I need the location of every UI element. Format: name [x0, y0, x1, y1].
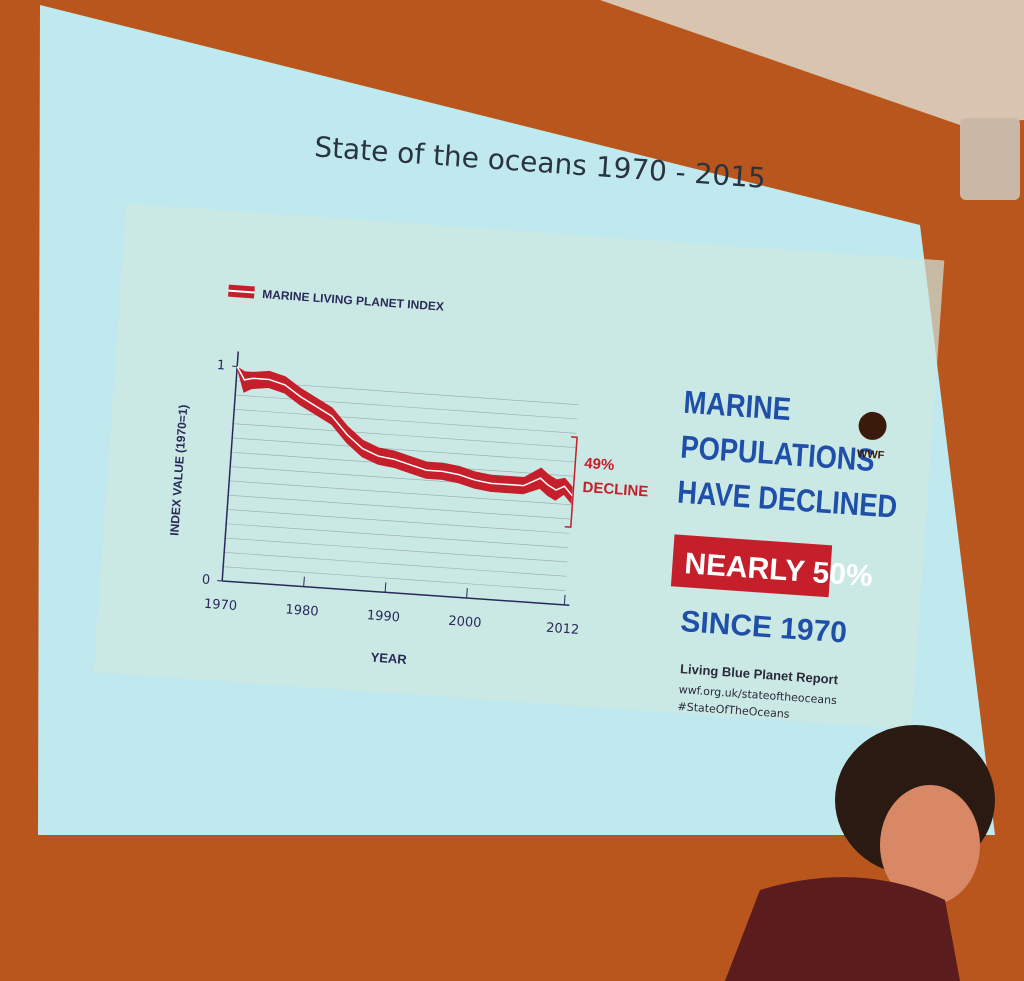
y-axis: [221, 351, 239, 581]
grid-line: [223, 566, 566, 591]
index-line: [236, 366, 573, 496]
x-tick-label: 2012: [546, 621, 580, 638]
x-tick: [466, 588, 468, 599]
slide-panel: [93, 203, 945, 730]
headline: MARINE: [683, 385, 792, 428]
grid-line: [229, 480, 572, 506]
logo: WWF: [856, 448, 885, 462]
presenter: [725, 725, 995, 981]
legend-swatch-line: [228, 289, 255, 294]
x-tick: [563, 594, 566, 605]
face: [880, 785, 980, 905]
logo-panda: [858, 411, 887, 440]
grid-line: [234, 409, 577, 434]
grid-line: [225, 537, 568, 563]
x-axis-label: YEAR: [370, 650, 408, 668]
grid-line: [233, 423, 576, 448]
confidence-band: [237, 366, 573, 505]
grid-line: [228, 494, 571, 520]
grid-line: [226, 523, 569, 548]
speaker: [960, 118, 1020, 200]
grid-line: [224, 552, 567, 577]
annotation: DECLINE: [582, 479, 649, 501]
grid-line: [232, 437, 575, 463]
grid-line: [227, 509, 570, 534]
slide: State of the oceans 1970 - 2015 MARINE L…: [93, 130, 945, 730]
x-axis: [222, 580, 570, 606]
x-tick-label: 1990: [366, 608, 400, 625]
ceiling: [600, 0, 1024, 125]
x-tick: [303, 576, 305, 587]
x-tick-label: 1970: [203, 597, 237, 614]
x-tick-label: 2000: [448, 614, 482, 631]
x-tick: [384, 582, 387, 593]
decline-bracket: [564, 436, 578, 528]
y-tick-label: 1: [216, 358, 225, 374]
x-tick-label: 1980: [285, 602, 319, 619]
shirt: [725, 877, 960, 981]
y-tick-label: 0: [201, 573, 210, 589]
highlight-box: [670, 534, 833, 598]
annotation: 49%: [584, 455, 615, 474]
